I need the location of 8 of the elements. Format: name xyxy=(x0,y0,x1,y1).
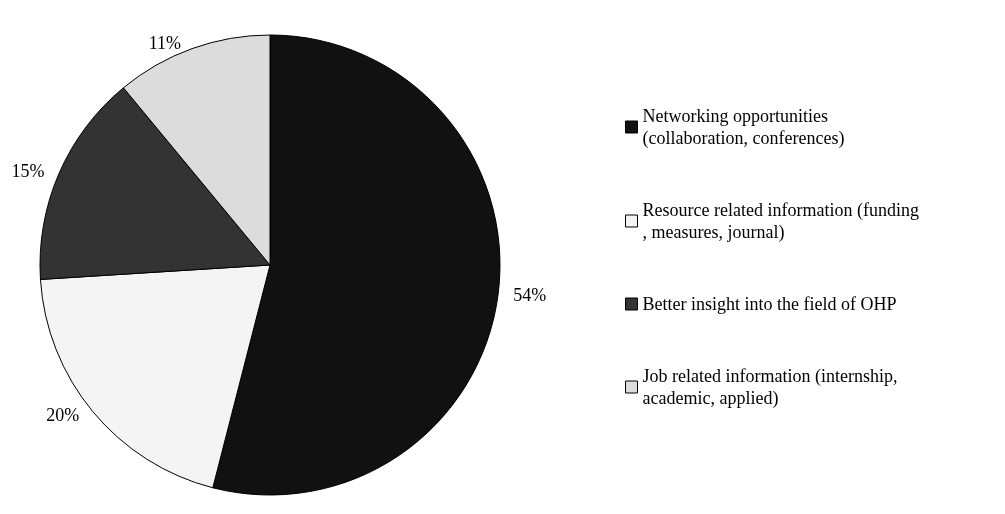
legend-label: Networking opportunities (collaboration, conferences) xyxy=(642,106,845,149)
data-label: 11% xyxy=(148,32,182,53)
legend-label: Job related information (internship, academic, applied) xyxy=(642,366,902,409)
legend-label: Resource related information (funding, measures, journal) xyxy=(642,200,919,243)
legend-label: Better insight into the field of OHP xyxy=(642,294,897,314)
data-label: 15% xyxy=(11,161,45,182)
data-label: 54% xyxy=(513,284,547,305)
data-label: 20% xyxy=(46,405,80,426)
